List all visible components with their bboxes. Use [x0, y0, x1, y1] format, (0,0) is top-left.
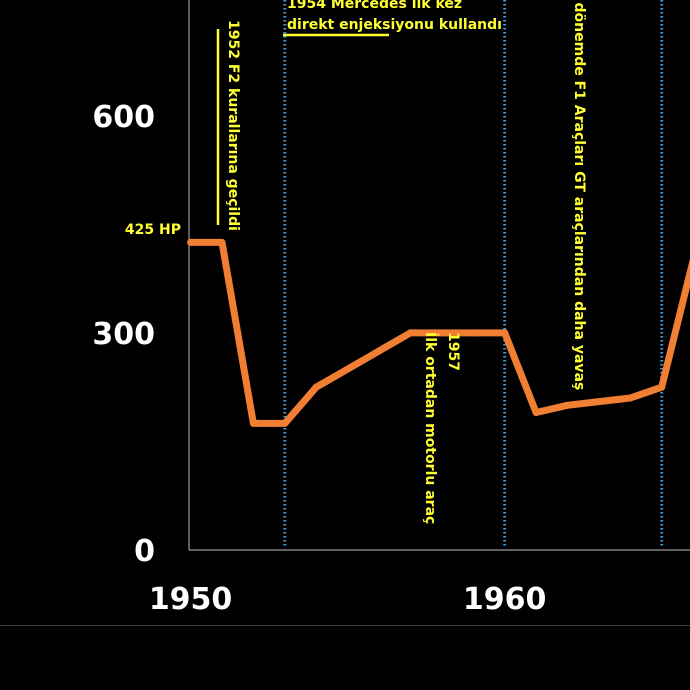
data-point — [658, 383, 666, 391]
y-tick-label: 0 — [134, 534, 155, 569]
data-point — [312, 383, 320, 391]
mid-engine-year-annotation: 1957 — [445, 332, 461, 371]
x-tick-label: 1960 — [463, 582, 547, 617]
mid-engine-text-annotation: İlk ortadan motorlu araç — [422, 332, 439, 524]
data-point — [281, 419, 289, 427]
data-point — [406, 329, 414, 337]
data-point — [438, 329, 446, 337]
data-point — [218, 238, 226, 246]
data-point — [344, 365, 352, 373]
data-point — [532, 409, 540, 416]
hp-value-label: 425 HP — [125, 222, 181, 238]
y-tick-label: 300 — [92, 317, 155, 352]
y-tick-label: 600 — [92, 100, 155, 135]
f2-rules-annotation: 1952 F2 kurallarına geçildi — [225, 20, 241, 231]
data-point — [375, 347, 383, 355]
data-point — [563, 401, 571, 409]
mercedes-annotation-line2: direkt enjeksiyonu kullandı — [287, 17, 502, 33]
bottom-divider — [0, 625, 690, 626]
data-point — [187, 238, 195, 246]
data-point — [469, 329, 477, 337]
mercedes-annotation-line1: 1954 Mercedes ilk kez — [287, 0, 462, 12]
data-point — [595, 398, 603, 406]
gt-slower-annotation: Bu dönemde F1 Araçları GT araçlarından d… — [571, 0, 587, 390]
data-point — [626, 394, 634, 402]
data-point — [249, 419, 257, 427]
x-tick-label: 1950 — [149, 582, 233, 617]
data-point — [501, 329, 509, 337]
